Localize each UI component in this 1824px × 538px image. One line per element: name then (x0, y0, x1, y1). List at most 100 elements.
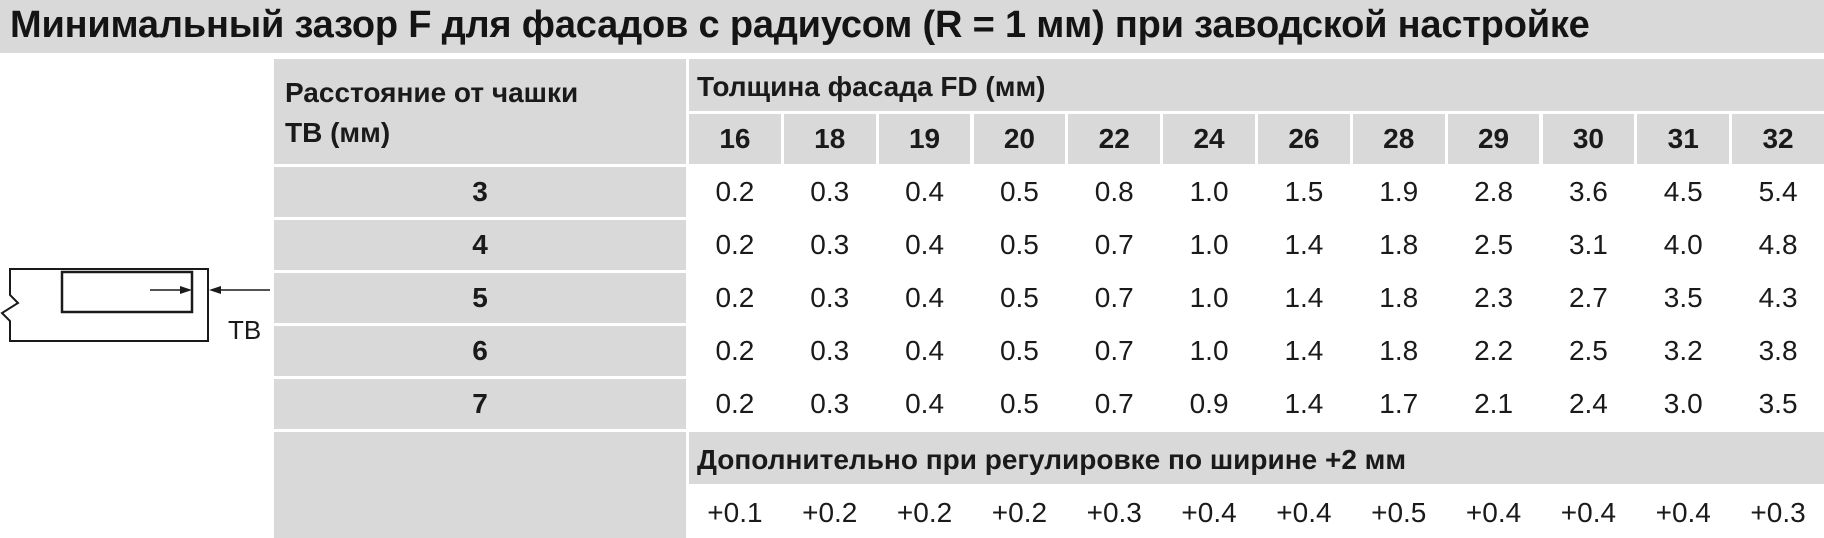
extra-value-cell: +0.2 (896, 496, 953, 528)
table-cell: 0.5 (999, 388, 1039, 419)
table-cell: 0.3 (810, 282, 850, 313)
table-cell: 1.0 (1189, 176, 1229, 207)
column-header: 30 (1542, 114, 1635, 164)
table-cell: 4.3 (1758, 282, 1798, 313)
table-cell: 2.3 (1474, 282, 1514, 313)
table-cell: 0.4 (905, 176, 945, 207)
table-cell: 1.7 (1379, 388, 1419, 419)
extra-value-cell: +0.2 (991, 496, 1048, 528)
extra-value-cell: +0.4 (1655, 496, 1711, 528)
table-cell: 1.5 (1284, 176, 1324, 207)
table-cell: 0.2 (715, 282, 755, 313)
table-cell: 0.4 (905, 229, 945, 260)
table-cell: 3.1 (1568, 229, 1608, 260)
table-cell: 1.9 (1379, 176, 1419, 207)
extra-value-cell: +0.1 (707, 496, 763, 528)
table-cell: 0.8 (1094, 176, 1134, 207)
table-cell: 0.4 (905, 388, 945, 419)
row-label: 5 (274, 273, 686, 323)
row-header-line1: Расстояние от чашки (285, 77, 579, 108)
column-header: 32 (1732, 114, 1824, 164)
table-cell: 2.5 (1568, 335, 1608, 366)
row-header: Расстояние от чашки TB (мм) (274, 59, 686, 164)
table-cell: 4.0 (1663, 229, 1703, 260)
column-header: 22 (1068, 114, 1161, 164)
table-cell: 0.3 (810, 388, 850, 419)
row-label: 4 (274, 220, 686, 270)
extra-value-cell: +0.4 (1465, 496, 1522, 528)
table-cell: 1.0 (1189, 229, 1229, 260)
title-bar: Минимальный зазор F для фасадов с радиус… (0, 0, 1824, 56)
extra-adjust-label: Дополнительно при регулировке по ширине … (689, 432, 1824, 484)
table-cell: 1.0 (1189, 335, 1229, 366)
tb-label: TB (228, 315, 262, 345)
extra-value-cell: +0.3 (1750, 496, 1806, 528)
column-header: 26 (1258, 114, 1350, 164)
table-cell: 0.5 (999, 176, 1039, 207)
table-cell: 0.4 (905, 335, 945, 366)
table-cell: 3.6 (1568, 176, 1608, 207)
table-cell: 0.7 (1094, 335, 1134, 366)
left-column-empty (274, 432, 686, 538)
column-header: 28 (1352, 114, 1445, 164)
table-cell: 0.5 (999, 282, 1039, 313)
table-cell: 0.2 (715, 229, 755, 260)
table-cell: 3.0 (1663, 388, 1703, 419)
table-cell: 1.8 (1379, 335, 1419, 366)
row-label: 3 (274, 167, 686, 217)
table-cell: 2.4 (1568, 388, 1608, 419)
column-header: 29 (1447, 114, 1540, 164)
table-cell: 1.8 (1379, 282, 1419, 313)
table-cell: 0.3 (810, 335, 850, 366)
column-header: 31 (1637, 114, 1730, 164)
extra-value-cell: +0.2 (802, 496, 858, 528)
table-cell: 3.5 (1758, 388, 1798, 419)
column-group-header: Толщина фасада FD (мм) (689, 59, 1824, 111)
table-cell: 0.7 (1094, 282, 1134, 313)
column-header: 24 (1163, 114, 1255, 164)
hinge-cup-diagram (0, 268, 270, 342)
table-cell: 0.4 (905, 282, 945, 313)
column-header: 20 (973, 114, 1066, 164)
column-header: 19 (878, 114, 971, 164)
table-cell: 0.5 (999, 229, 1039, 260)
table-cell: 0.9 (1189, 388, 1229, 419)
table-cell: 2.7 (1568, 282, 1608, 313)
row-label: 6 (274, 326, 686, 376)
extra-value-cell: +0.3 (1086, 496, 1142, 528)
table-cell: 4.8 (1758, 229, 1798, 260)
table-cell: 1.4 (1284, 335, 1324, 366)
row-label: 7 (274, 379, 686, 429)
row-header-line2: TB (мм) (285, 117, 391, 148)
table-cell: 0.7 (1094, 388, 1134, 419)
table-cell: 3.2 (1663, 335, 1703, 366)
table-cell: 1.0 (1189, 282, 1229, 313)
page-title: Минимальный зазор F для фасадов с радиус… (10, 4, 1590, 46)
column-header: 16 (689, 114, 781, 164)
table-cell: 2.1 (1474, 388, 1514, 419)
table-cell: 1.4 (1284, 388, 1324, 419)
table-cell: 3.5 (1663, 282, 1703, 313)
table-cell: 4.5 (1663, 176, 1703, 207)
table-cell: 0.5 (999, 335, 1039, 366)
table-cell: 1.8 (1379, 229, 1419, 260)
table-cell: 0.2 (715, 388, 755, 419)
table-cell: 2.8 (1474, 176, 1514, 207)
cup-distance-drawing: TB (0, 59, 272, 538)
table-cell: 1.4 (1284, 282, 1324, 313)
table-cell: 2.5 (1474, 229, 1514, 260)
extra-value-cell: +0.5 (1371, 496, 1427, 528)
table-cell: 1.4 (1284, 229, 1324, 260)
extra-value-cell: +0.4 (1560, 496, 1617, 528)
table-cell: 0.7 (1094, 229, 1134, 260)
table-cell: 0.3 (810, 229, 850, 260)
column-header: 18 (783, 114, 876, 164)
table-cell: 0.2 (715, 335, 755, 366)
table-cell: 0.3 (810, 176, 850, 207)
table-cell: 3.8 (1758, 335, 1798, 366)
extra-value-cell: +0.4 (1276, 496, 1332, 528)
table-cell: 5.4 (1758, 176, 1798, 207)
table-cell: 2.2 (1474, 335, 1514, 366)
extra-value-cell: +0.4 (1181, 496, 1237, 528)
table-cell: 0.2 (715, 176, 755, 207)
